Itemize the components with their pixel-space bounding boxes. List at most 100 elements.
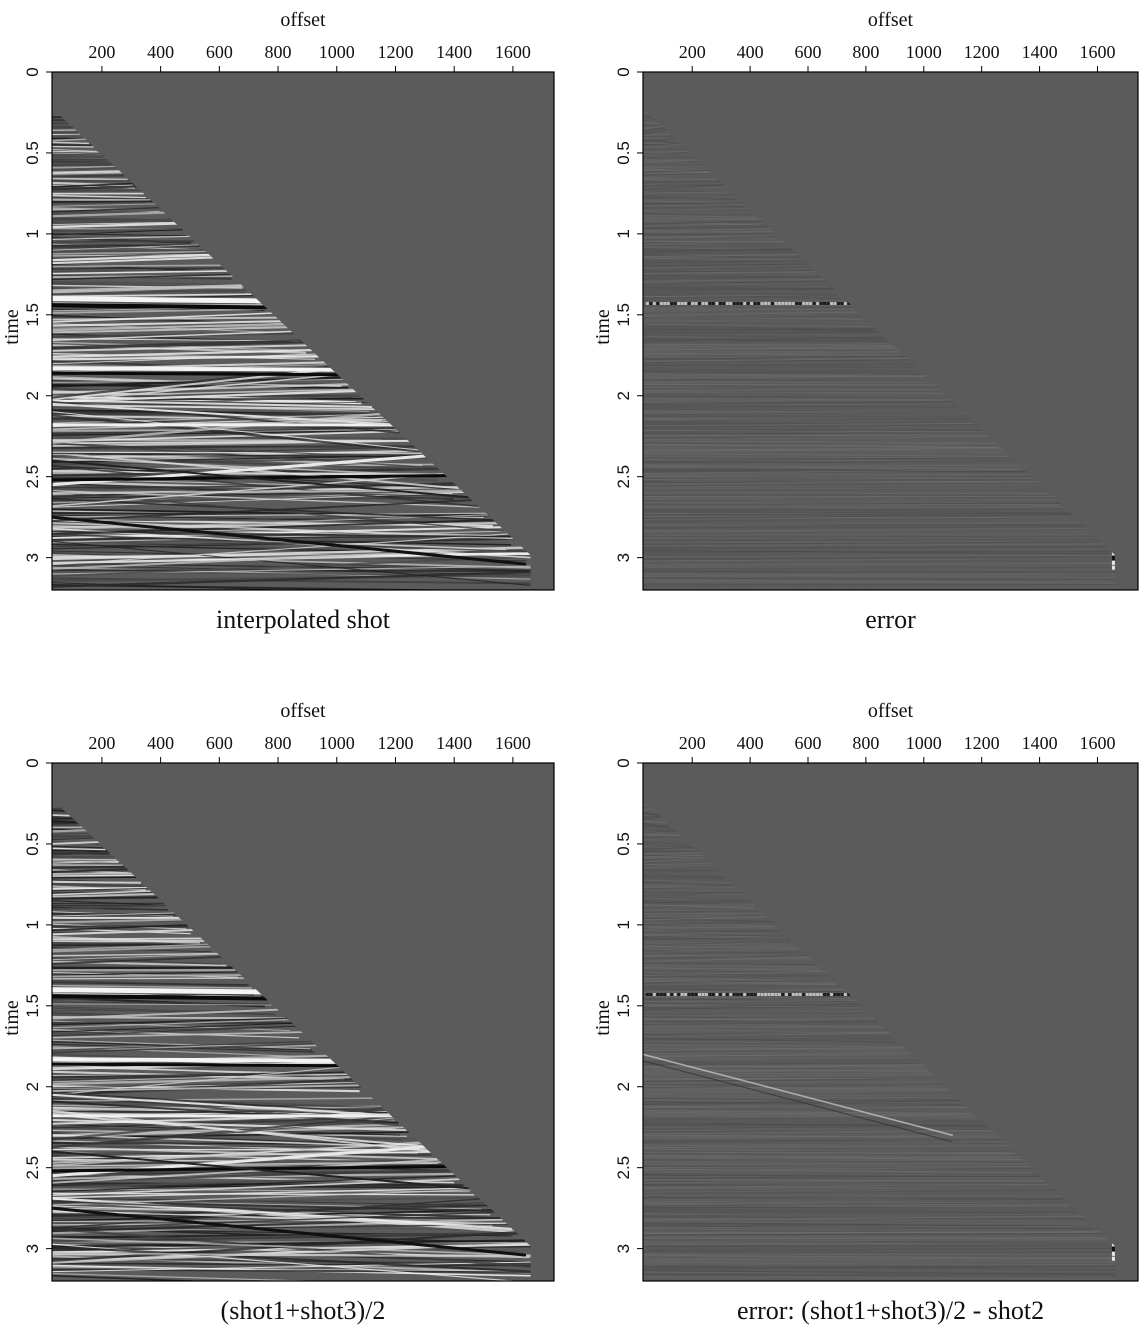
x-tick-label: 200 — [88, 733, 115, 753]
residual-dot — [659, 301, 663, 305]
noise-trace — [643, 1037, 898, 1041]
noise-trace — [643, 321, 870, 324]
reflection-line — [52, 163, 115, 168]
y-tick-label: 3 — [23, 1244, 42, 1253]
reflection-line — [52, 198, 151, 202]
reflection-line — [52, 1001, 270, 1005]
noise-trace — [643, 845, 695, 849]
noise-trace — [643, 1166, 1036, 1172]
residual-dot — [694, 992, 698, 996]
reflection-line — [52, 937, 203, 941]
strong-reflection — [52, 366, 363, 372]
residual-dot — [670, 992, 674, 996]
reflection-line — [52, 814, 70, 817]
residual-dot — [656, 301, 660, 305]
reflection-line — [52, 1159, 443, 1165]
dipping-event — [52, 411, 419, 451]
noise-trace — [643, 1256, 1115, 1259]
dipping-event — [52, 490, 505, 532]
residual-dot — [770, 301, 774, 305]
noise-trace — [643, 248, 796, 253]
residual-dot — [757, 301, 761, 305]
noise-trace — [643, 1124, 992, 1130]
y-tick-label: 2 — [23, 1082, 42, 1091]
dipping-event — [52, 1146, 438, 1160]
noise-trace — [643, 228, 773, 231]
y-axis-title: time — [592, 1000, 614, 1036]
noise-trace — [643, 398, 953, 402]
reflection-events — [52, 116, 531, 590]
residual-dot — [645, 301, 649, 305]
noise-trace — [643, 196, 741, 201]
noise-trace — [643, 497, 1059, 502]
reflection-line — [52, 348, 319, 359]
noise-trace — [643, 556, 1115, 559]
plot-frame — [642, 762, 1139, 1282]
residual-dot — [746, 992, 750, 996]
reflection-line — [52, 122, 69, 125]
noise-trace — [643, 1003, 864, 1009]
noise-trace — [643, 1090, 955, 1095]
reflection-line — [52, 841, 101, 845]
noise-trace — [643, 877, 728, 880]
noise-trace — [643, 122, 659, 125]
noise-trace — [643, 1022, 880, 1027]
reflection-line — [52, 253, 216, 262]
x-tick-label: 800 — [265, 733, 292, 753]
x-tick-label: 1200 — [964, 733, 1000, 753]
strong-reflection — [52, 994, 310, 1001]
x-tick-label: 600 — [795, 42, 822, 62]
residual-dot — [725, 301, 729, 305]
residual-dot — [743, 992, 747, 996]
dipping-event — [52, 1232, 526, 1243]
noise-trace — [643, 1183, 1054, 1189]
noise-trace — [643, 475, 1034, 479]
noise-trace — [643, 411, 968, 416]
noise-trace — [643, 148, 687, 151]
reflection-line — [52, 837, 96, 841]
residual-dot — [711, 992, 715, 996]
noise-trace — [643, 1180, 1049, 1184]
noise-trace — [643, 389, 942, 391]
noise-trace — [643, 1140, 1008, 1145]
y-tick-label: 1 — [23, 920, 42, 929]
residual-dot — [732, 301, 736, 305]
noise-trace — [643, 896, 747, 901]
residual-dot — [684, 301, 688, 305]
reflection-line — [52, 836, 95, 840]
y-tick-label: 0 — [614, 758, 633, 767]
reflection-line — [52, 1262, 531, 1267]
residual-dot — [802, 301, 806, 305]
noise-trace — [643, 833, 681, 836]
reflection-line — [52, 330, 301, 342]
reflection-line — [52, 1073, 355, 1083]
x-tick-label: 800 — [852, 42, 879, 62]
noise-trace — [643, 171, 713, 175]
noise-trace — [643, 854, 705, 858]
x-tick-label: 1600 — [1079, 733, 1115, 753]
noise-trace — [643, 1257, 1115, 1261]
x-tick-label: 1400 — [1022, 42, 1058, 62]
dipping-event — [52, 452, 460, 490]
residual-dot — [718, 301, 722, 305]
noise-trace — [643, 257, 802, 261]
x-axis-title: offset — [868, 9, 914, 31]
noise-trace — [643, 251, 797, 255]
reflection-line — [52, 955, 229, 965]
residual-dot — [732, 992, 736, 996]
noise-trace — [643, 443, 1000, 447]
residual-dot — [819, 992, 823, 996]
noise-trace — [643, 142, 684, 147]
residual-dot — [788, 992, 792, 996]
noise-trace — [643, 988, 844, 993]
reflection-line — [52, 1231, 524, 1241]
residual-dot — [753, 992, 757, 996]
residual-dot — [680, 301, 684, 305]
noise-trace — [643, 834, 682, 838]
residual-dot — [836, 301, 840, 305]
reflection-line — [52, 218, 175, 224]
noise-trace — [643, 304, 854, 308]
x-axis-title: offset — [280, 9, 326, 31]
y-tick-label: 0.5 — [614, 141, 633, 165]
